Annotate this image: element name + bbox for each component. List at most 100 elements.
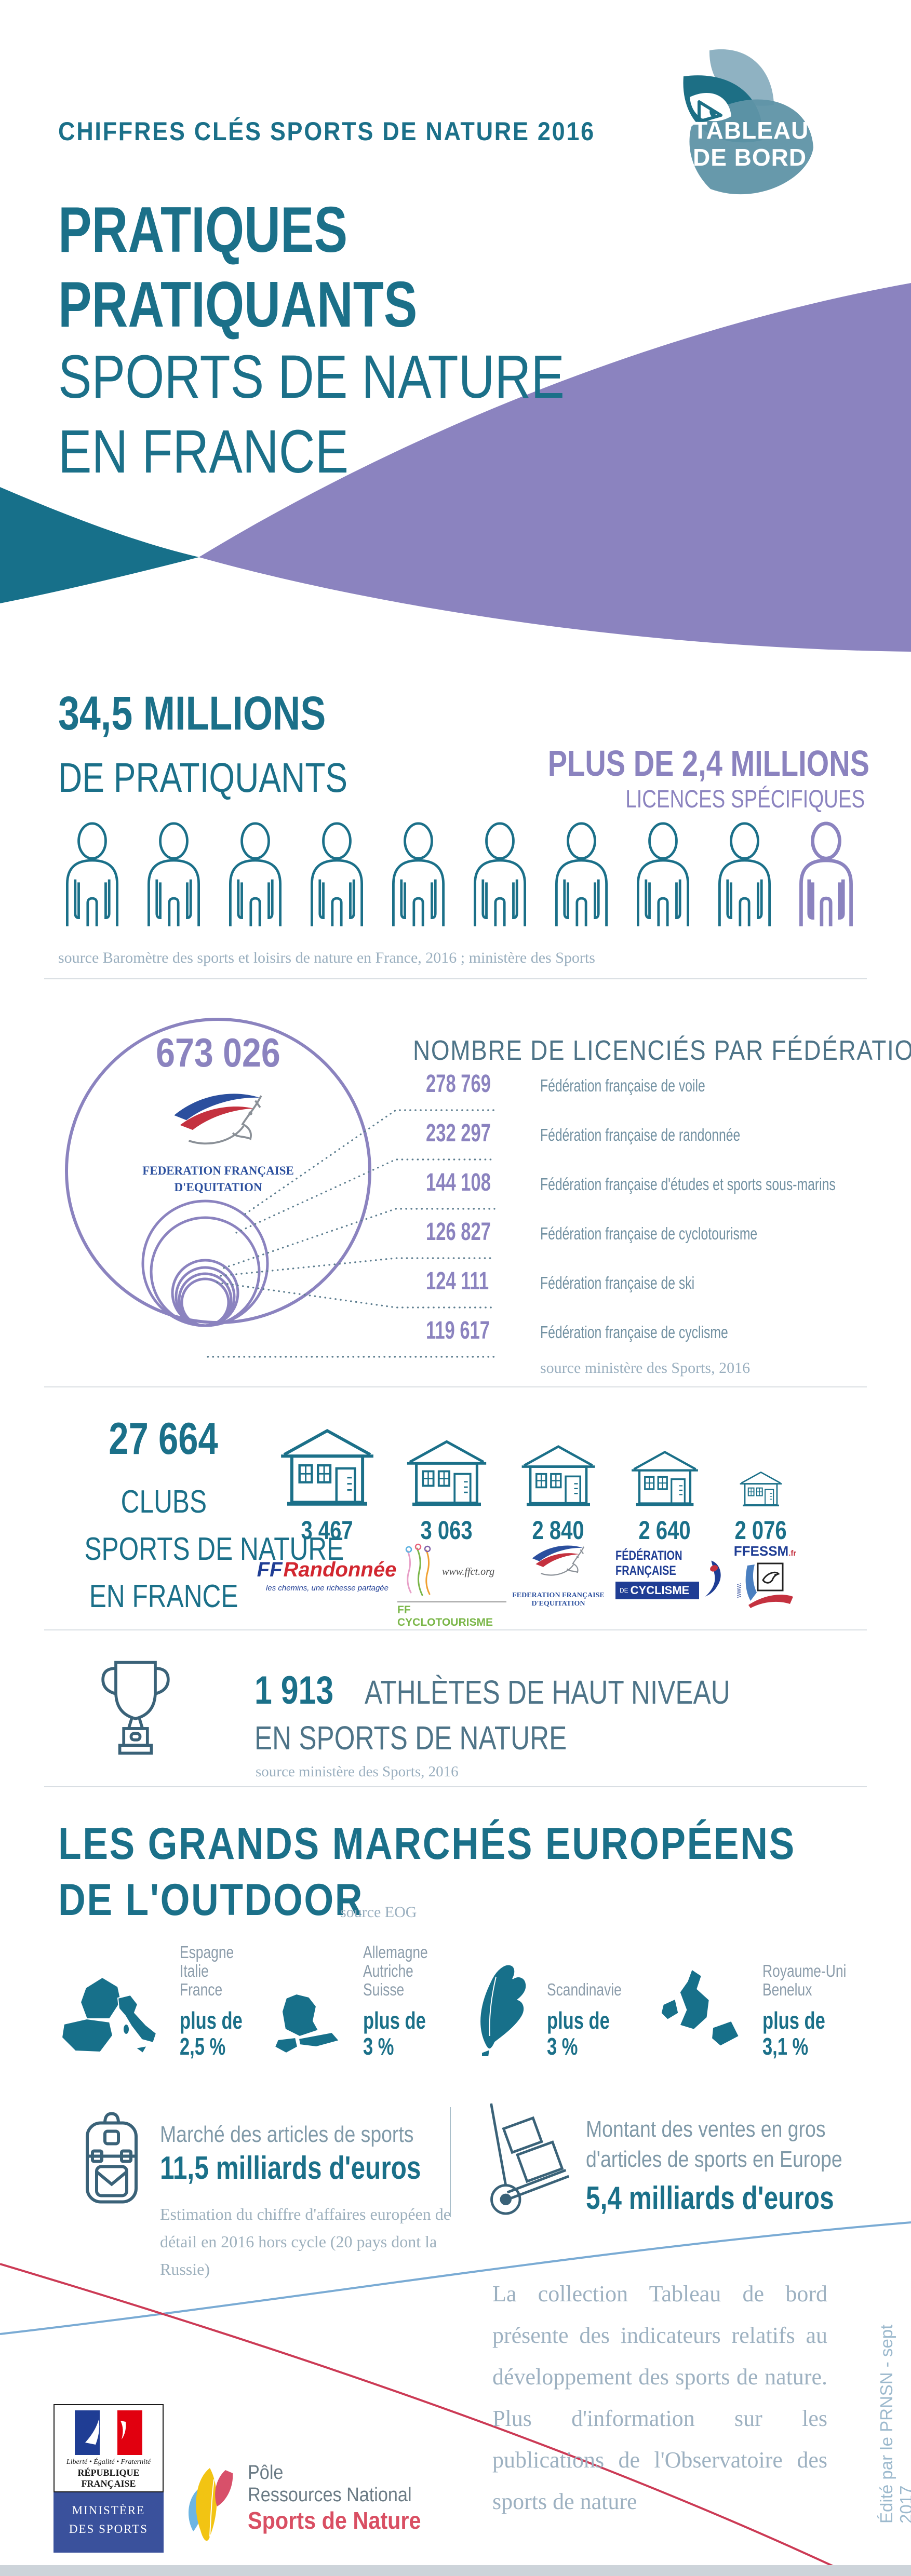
clubs-block: 27 664 CLUBS SPORTS DE NATURE EN FRANCE xyxy=(52,1413,344,1615)
ffessm-emblem-icon xyxy=(745,1562,793,1608)
practitioners-count: 34,5 MILLIONS xyxy=(58,687,326,740)
licences-section-title: NOMBRE DE LICENCIÉS PAR FÉDÉRATIONS xyxy=(413,1035,911,1066)
ffc-swoosh-icon xyxy=(705,1560,721,1597)
hand-truck-icon xyxy=(490,2103,570,2215)
republic-label: RÉPUBLIQUE FRANÇAISE xyxy=(77,2467,140,2489)
prnsn-line3: Sports de Nature xyxy=(248,2507,421,2534)
french-flag-marianne-icon xyxy=(75,2410,142,2455)
prnsn-line1: Pôle xyxy=(248,2462,284,2484)
athletes-count: 1 913 xyxy=(254,1668,334,1712)
edition-credit: Édité par le PRNSN - sept 2017 xyxy=(877,2324,911,2524)
licences-label: LICENCES SPÉCIFIQUES xyxy=(625,786,865,813)
section-divider xyxy=(44,1629,867,1630)
club-count: 2 640 xyxy=(638,1516,691,1545)
footer-curves xyxy=(0,2221,911,2576)
clubs-label2: SPORTS DE NATURE xyxy=(84,1531,344,1567)
outdoor-title-line2: DE L'OUTDOOR xyxy=(58,1875,364,1925)
outdoor-markets-row: Espagne Italie France plus de 2,5 % Alle… xyxy=(57,1943,867,2059)
prnsn-leaves-icon xyxy=(188,2468,233,2541)
map-scandinavia-icon xyxy=(479,1964,527,2057)
federation-name: Fédération française de cyclisme xyxy=(540,1323,728,1342)
market-es-it-fr: Espagne Italie France plus de 2,5 % xyxy=(57,1943,266,2059)
trophy-icon xyxy=(101,1661,170,1755)
equitation-name-line1: FEDERATION FRANÇAISE xyxy=(142,1164,294,1177)
federation-row: 126 827 xyxy=(426,1218,491,1246)
federation-name: Fédération française de randonnée xyxy=(540,1125,741,1144)
outdoor-source: source EOG xyxy=(340,1904,417,1921)
tableau-de-bord-logo: TABLEAU DE BORD xyxy=(632,48,829,224)
market-de-at-ch: Allemagne Autriche Suisse plus de 3 % xyxy=(266,1943,466,2059)
federation-name: Fédération française de cyclotourisme xyxy=(540,1224,758,1243)
ffrandonnee-logo: FF Randonnée les chemins, une richesse pa… xyxy=(257,1558,397,1593)
logo-text-line2: DE BORD xyxy=(693,144,807,171)
ffct-url: www.ffct.org xyxy=(442,1566,495,1577)
house-icon xyxy=(631,1449,699,1507)
club-count: 2 840 xyxy=(532,1516,585,1545)
athletes-label1: ATHLÈTES DE HAUT NIVEAU xyxy=(365,1674,730,1711)
leaf-logo-icon xyxy=(683,49,813,195)
section-divider xyxy=(44,1786,867,1787)
person-icon xyxy=(221,821,289,926)
federation-row: 119 617 xyxy=(426,1317,490,1344)
house-icon xyxy=(739,1471,783,1507)
federation-circles-diagram xyxy=(65,1018,495,1358)
ministry-logo: Liberté • Égalité • Fraternité RÉPUBLIQU… xyxy=(53,2404,164,2553)
club-count: 3 063 xyxy=(420,1516,473,1545)
person-icon xyxy=(711,821,779,926)
house-icon xyxy=(279,1427,375,1507)
page-title-line3: SPORTS DE NATURE xyxy=(58,343,565,411)
ffessm-logo: FFESSM.fr www. xyxy=(726,1543,804,1608)
market-scandinavia: Scandinavie plus de 3 % xyxy=(466,1943,655,2059)
federation-row: 144 108 xyxy=(426,1169,491,1196)
ministry-motto: Liberté • Égalité • Fraternité xyxy=(66,2458,151,2466)
person-icon-licensed xyxy=(792,821,860,926)
athletes-headline: 1 913 ATHLÈTES DE HAUT NIVEAU xyxy=(254,1668,822,1713)
kicker-text: CHIFFRES CLÉS SPORTS DE NATURE 2016 xyxy=(58,117,595,146)
people-pictogram-row xyxy=(58,821,861,926)
licences-source: source ministère des Sports, 2016 xyxy=(540,1359,751,1377)
person-icon xyxy=(547,821,615,926)
cyclists-icon xyxy=(405,1543,431,1596)
club-count: 3 467 xyxy=(301,1516,354,1545)
prnsn-logo: Pôle Ressources National Sports de Natur… xyxy=(183,2459,440,2544)
header-wave-shapes xyxy=(0,283,911,652)
outdoor-title-line1: LES GRANDS MARCHÉS EUROPÉENS xyxy=(58,1819,796,1869)
map-uk-benelux-icon xyxy=(660,1968,740,2047)
person-icon xyxy=(58,821,126,926)
ministry-line2: DES SPORTS xyxy=(69,2523,149,2535)
person-icon xyxy=(384,821,452,926)
retail-market-note: Estimation du chiffre d'affaires europée… xyxy=(160,2205,451,2278)
ffct-logo: www.ffct.org FF CYCLOTOURISME xyxy=(397,1543,506,1629)
market-uk-benelux: Royaume-Uni Benelux plus de 3,1 % xyxy=(655,1943,867,2059)
person-icon xyxy=(629,821,697,926)
person-icon xyxy=(140,821,208,926)
wholesale-value: 5,4 milliards d'euros xyxy=(586,2180,834,2216)
federation-name: Fédération française de ski xyxy=(540,1273,695,1292)
map-spain-italy-france-icon xyxy=(61,1976,157,2054)
practitioners-label: DE PRATIQUANTS xyxy=(58,754,348,801)
prnsn-line2: Ressources National xyxy=(248,2484,412,2506)
section-divider xyxy=(44,1386,867,1387)
wholesale-label-line1: Montant des ventes en gros xyxy=(586,2116,826,2142)
house-icon xyxy=(520,1444,596,1507)
page-title-line1: PRATIQUES xyxy=(58,194,348,266)
ffe-horse-icon xyxy=(522,1538,595,1587)
wholesale-label-line2: d'articles de sports en Europe xyxy=(586,2147,842,2172)
federation-name: Fédération française d'études et sports … xyxy=(540,1175,836,1194)
athletes-headline2: EN SPORTS DE NATURE xyxy=(254,1719,567,1757)
backpack-icon xyxy=(86,2112,138,2204)
section-divider xyxy=(44,978,867,979)
map-germany-austria-switzerland-icon xyxy=(274,1993,341,2054)
person-icon xyxy=(303,821,371,926)
federation-row: 232 297 xyxy=(426,1120,491,1147)
ministry-line1: MINISTÈRE xyxy=(72,2504,145,2517)
vertical-divider xyxy=(450,2107,451,2217)
ffrandonnee-tagline: les chemins, une richesse partagée xyxy=(266,1584,388,1593)
page-title-line4: EN FRANCE xyxy=(58,417,349,486)
federation-row: 278 769 xyxy=(426,1070,491,1098)
footer-paragraph: La collection Tableau de bord présente d… xyxy=(492,2281,827,2514)
ffc-logo: FÉDÉRATION FRANÇAISE DE CYCLISME xyxy=(615,1548,725,1608)
eye-icon xyxy=(698,100,722,123)
clubs-label1: CLUBS xyxy=(120,1484,207,1520)
kicker: CHIFFRES CLÉS SPORTS DE NATURE 2016 xyxy=(58,116,655,146)
